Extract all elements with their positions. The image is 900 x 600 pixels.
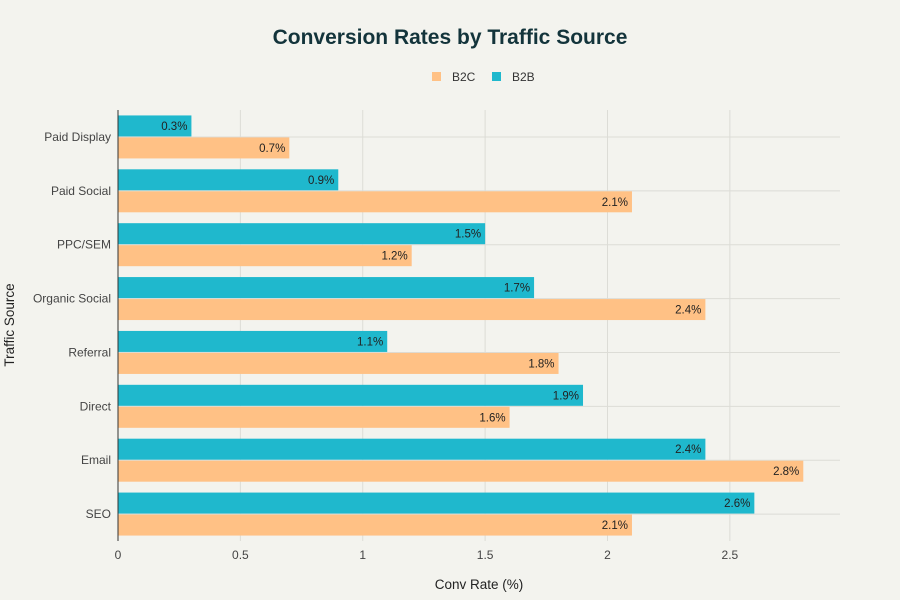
legend-swatch-b2b [492, 72, 501, 81]
data-label-b2c: 2.1% [602, 520, 628, 532]
data-label-b2b: 1.7% [504, 283, 530, 295]
bar-b2c [118, 299, 706, 321]
data-label-b2b: 0.9% [308, 175, 334, 187]
data-label-b2b: 1.9% [553, 390, 579, 402]
x-tick-label: 2 [604, 548, 611, 562]
y-tick-label: SEO [86, 507, 111, 521]
legend-swatch-b2c [432, 72, 441, 81]
y-tick-label: Referral [68, 345, 111, 359]
x-tick-label: 1 [359, 548, 366, 562]
y-tick-label: Organic Social [33, 292, 111, 306]
bar-b2c [118, 191, 632, 213]
y-tick-label: PPC/SEM [57, 238, 111, 252]
y-tick-label: Paid Social [51, 184, 111, 198]
data-label-b2c: 1.8% [528, 358, 554, 370]
y-tick-label: Email [81, 453, 111, 467]
data-label-b2c: 2.4% [675, 305, 701, 317]
data-label-b2c: 2.1% [602, 197, 628, 209]
bar-b2b [118, 169, 339, 191]
bar-b2c [118, 137, 290, 159]
data-label-b2b: 1.5% [455, 229, 481, 241]
bar-b2b [118, 384, 584, 406]
legend-label-b2b: B2B [512, 70, 535, 84]
chart-title: Conversion Rates by Traffic Source [273, 26, 628, 49]
bar-b2b [118, 277, 535, 299]
legend-label-b2c: B2C [452, 70, 476, 84]
bar-b2c [118, 245, 412, 267]
x-tick-label: 0 [115, 548, 122, 562]
x-tick-label: 0.5 [232, 548, 249, 562]
data-label-b2c: 2.8% [773, 466, 799, 478]
bar-b2c [118, 406, 510, 428]
bar-b2b [118, 330, 388, 352]
bar-b2b [118, 115, 192, 137]
data-label-b2b: 2.4% [675, 444, 701, 456]
y-axis-title: Traffic Source [2, 283, 17, 366]
data-label-b2c: 0.7% [259, 143, 285, 155]
bar-b2b [118, 492, 755, 514]
y-tick-label: Direct [80, 399, 112, 413]
x-tick-label: 2.5 [722, 548, 739, 562]
data-label-b2b: 0.3% [161, 121, 187, 133]
data-label-b2c: 1.2% [381, 251, 407, 263]
x-axis-title: Conv Rate (%) [435, 577, 524, 592]
y-tick-label: Paid Display [44, 130, 111, 144]
data-label-b2b: 2.6% [724, 498, 750, 510]
x-tick-label: 1.5 [477, 548, 494, 562]
data-label-b2b: 1.1% [357, 336, 383, 348]
bar-b2b [118, 223, 486, 245]
bar-b2b [118, 438, 706, 460]
bar-b2c [118, 460, 804, 482]
bar-b2c [118, 352, 559, 374]
bar-b2c [118, 514, 632, 536]
data-label-b2c: 1.6% [479, 412, 505, 424]
